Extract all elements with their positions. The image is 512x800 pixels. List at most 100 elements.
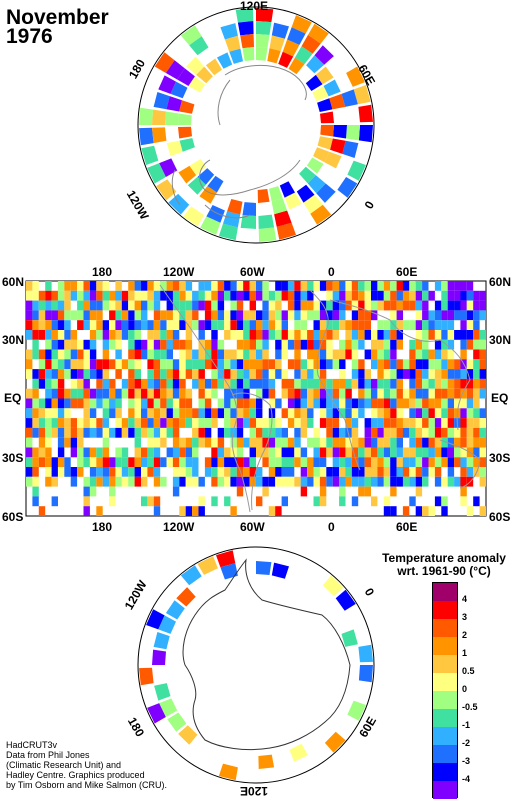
anomaly-cell (243, 290, 250, 301)
anomaly-cell (152, 649, 166, 665)
anomaly-cell (319, 378, 327, 389)
anomaly-cell (45, 320, 52, 330)
anomaly-cell (415, 398, 423, 409)
anomaly-cell (45, 398, 52, 409)
anomaly-cell (281, 467, 288, 477)
anomaly-cell (390, 408, 397, 419)
anomaly-cell (121, 427, 129, 438)
anomaly-cell (134, 388, 141, 399)
anomaly-cell (51, 418, 58, 428)
anomaly-cell (390, 457, 397, 468)
anomaly-cell (300, 467, 308, 477)
anomaly-cell (160, 427, 167, 438)
anomaly-cell (121, 330, 129, 340)
anomaly-cell (317, 98, 333, 112)
anomaly-cell (300, 378, 308, 389)
anomaly-cell (447, 418, 455, 428)
anomaly-cell (422, 408, 429, 419)
anomaly-cell (428, 437, 435, 448)
anomaly-cell (243, 339, 250, 350)
anomaly-cell (236, 408, 244, 419)
anomaly-cell (454, 476, 461, 487)
anomaly-cell (287, 418, 295, 428)
anomaly-cell (358, 104, 373, 123)
anomaly-cell (89, 349, 97, 360)
anomaly-cell (313, 388, 320, 399)
anomaly-cell (115, 369, 122, 379)
anomaly-cell (141, 320, 148, 330)
anomaly-cell (332, 310, 340, 321)
anomaly-cell (454, 300, 461, 311)
anomaly-cell (153, 476, 161, 487)
anomaly-cell (294, 408, 301, 419)
anomaly-cell (230, 349, 237, 360)
anomaly-cell (134, 457, 141, 468)
anomaly-cell (153, 310, 161, 321)
anomaly-cell (364, 349, 371, 360)
anomaly-cell (172, 398, 180, 409)
anomaly-cell (332, 378, 340, 389)
anomaly-cell (447, 467, 455, 477)
anomaly-cell (115, 467, 122, 477)
anomaly-cell (179, 300, 186, 311)
anomaly-cell (102, 300, 110, 311)
anomaly-cell (256, 408, 263, 419)
anomaly-cell (204, 378, 212, 389)
anomaly-cell (211, 476, 218, 487)
anomaly-cell (262, 457, 269, 468)
anomaly-cell (434, 281, 442, 291)
anomaly-cell (284, 192, 302, 210)
anomaly-cell (454, 398, 461, 409)
anomaly-cell (256, 437, 263, 448)
anomaly-cell (141, 378, 148, 389)
anomaly-cell (313, 310, 320, 321)
anomaly-cell (402, 427, 410, 438)
anomaly-cell (147, 398, 154, 409)
anomaly-cell (64, 369, 71, 379)
anomaly-cell (45, 408, 52, 419)
anomaly-cell (434, 330, 442, 340)
anomaly-cell (26, 330, 33, 340)
anomaly-cell (249, 281, 256, 291)
anomaly-cell (402, 476, 410, 487)
anomaly-cell (198, 300, 205, 311)
anomaly-cell (377, 300, 384, 311)
anomaly-cell (447, 398, 455, 409)
anomaly-cell (358, 665, 373, 683)
anomaly-cell (196, 66, 213, 84)
anomaly-cell (77, 320, 84, 330)
anomaly-cell (176, 587, 196, 607)
anomaly-cell (207, 175, 224, 193)
anomaly-cell (153, 398, 161, 409)
anomaly-cell (396, 457, 403, 468)
anomaly-cell (345, 398, 352, 409)
anomaly-cell (102, 378, 110, 389)
anomaly-cell (422, 330, 429, 340)
anomaly-cell (447, 310, 455, 321)
anomaly-cell (115, 408, 122, 419)
anomaly-cell (262, 437, 269, 448)
anomaly-cell (434, 398, 442, 409)
anomaly-cell (32, 457, 39, 468)
anomaly-cell (460, 467, 467, 477)
left-lat-eq: EQ (4, 391, 22, 405)
anomaly-cell (300, 300, 308, 311)
anomaly-cell (371, 467, 378, 477)
anomaly-cell (275, 457, 282, 468)
anomaly-cell (51, 320, 58, 330)
anomaly-cell (178, 126, 192, 139)
anomaly-cell (198, 330, 205, 340)
anomaly-cell (358, 125, 373, 143)
anomaly-cell (383, 349, 391, 360)
anomaly-cell (402, 359, 410, 370)
anomaly-cell (217, 300, 225, 311)
title-month: November (6, 6, 109, 29)
anomaly-cell (335, 589, 356, 611)
anomaly-cell (26, 398, 33, 409)
anomaly-cell (230, 281, 237, 291)
anomaly-cell (249, 330, 256, 340)
anomaly-cell (216, 550, 236, 568)
anomaly-cell (235, 8, 254, 23)
anomaly-cell (217, 281, 225, 291)
anomaly-cell (159, 698, 178, 717)
